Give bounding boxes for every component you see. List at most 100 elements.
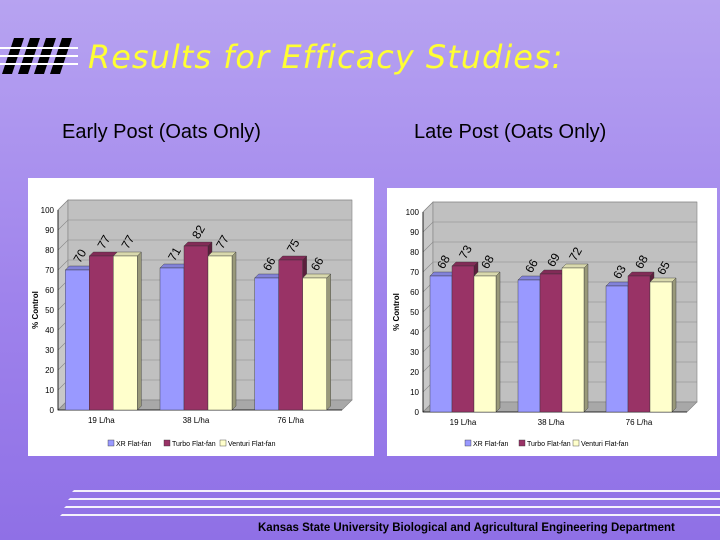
gridline	[422, 201, 697, 213]
bar-data-label: 68	[478, 252, 497, 271]
y-tick-label: 80	[410, 248, 419, 257]
slide-title: Results for Efficacy Studies:	[88, 38, 564, 76]
legend-swatch	[219, 439, 227, 447]
gridline	[422, 261, 697, 273]
x-tick-label: 76 L/ha	[626, 418, 653, 427]
bar-data-label: 71	[165, 244, 184, 263]
bar-top	[88, 251, 118, 257]
legend-swatch	[163, 439, 171, 447]
y-tick-label: 30	[45, 346, 54, 355]
y-tick-label: 10	[410, 388, 419, 397]
bar-data-label: 66	[308, 254, 327, 273]
gridline	[57, 259, 352, 271]
bar	[605, 285, 629, 413]
bar-data-label: 66	[522, 256, 541, 275]
y-tick-label: 60	[45, 286, 54, 295]
bar-data-label: 77	[213, 232, 232, 251]
bar	[539, 273, 563, 413]
bar-data-label: 72	[566, 244, 585, 263]
x-tick-label: 38 L/ha	[538, 418, 565, 427]
bar	[65, 269, 90, 411]
legend-label: Turbo Flat-fan	[172, 441, 216, 448]
bar-top	[302, 273, 332, 279]
bar-side	[137, 251, 142, 411]
footer-stripes-decoration	[60, 490, 720, 516]
y-tick-label: 40	[45, 326, 54, 335]
gridline	[422, 221, 697, 233]
gridline	[57, 219, 352, 231]
bar	[517, 279, 541, 413]
bar	[451, 265, 475, 413]
bar-side	[671, 277, 677, 413]
y-tick-label: 0	[415, 408, 420, 417]
bar-top	[649, 277, 677, 283]
bar	[302, 277, 327, 411]
bar	[561, 267, 585, 413]
kstate-stripes-logo	[0, 38, 78, 74]
bar-top	[561, 263, 589, 269]
y-axis-label: % Control	[31, 291, 40, 329]
bar	[113, 255, 138, 411]
bar-top	[183, 241, 213, 247]
x-tick-label: 38 L/ha	[183, 416, 210, 425]
bar-top	[207, 251, 237, 257]
bar-data-label: 68	[632, 252, 651, 271]
bar-side	[495, 271, 501, 413]
bar-data-label: 65	[654, 258, 673, 277]
y-tick-label: 20	[410, 368, 419, 377]
x-tick-label: 76 L/ha	[277, 416, 304, 425]
bar	[183, 245, 209, 411]
chart-early-post-svg: 0 10 20 30 40 50 60 70 80 90 100 % Control 70 77 77 19 …	[31, 199, 353, 448]
legend-label: Venturi Flat-fan	[228, 441, 276, 448]
chart-early-post: 0 10 20 30 40 50 60 70 80 90 100 % Control 70 77 77 19 …	[28, 178, 374, 456]
bar	[429, 275, 453, 413]
gridline	[57, 199, 352, 211]
bar-data-label: 66	[260, 254, 279, 273]
y-tick-label: 50	[45, 306, 54, 315]
bar-top	[112, 251, 142, 257]
bar-data-label: 82	[189, 222, 208, 241]
chart-title-late-post: Late Post (Oats Only)	[414, 121, 607, 143]
chart-late-post: 0 10 20 30 40 50 60 70 80 90 100% Control 68 73 68 19 …	[387, 188, 717, 456]
bar-side	[583, 263, 589, 413]
y-tick-label: 40	[410, 328, 419, 337]
legend-swatch	[464, 439, 472, 447]
gridline	[57, 239, 352, 251]
y-tick-label: 90	[410, 228, 419, 237]
legend-label: XR Flat-fan	[473, 441, 509, 448]
y-tick-label: 60	[410, 288, 419, 297]
y-tick-label: 70	[45, 266, 54, 275]
y-tick-label: 30	[410, 348, 419, 357]
bar-data-label: 68	[434, 252, 453, 271]
bar	[254, 277, 279, 411]
bar-side	[231, 251, 237, 411]
legend-label: Venturi Flat-fan	[581, 441, 629, 448]
bar	[207, 255, 233, 411]
bar-top	[254, 273, 284, 279]
bar-data-label: 73	[456, 242, 475, 261]
bar	[649, 281, 673, 413]
y-tick-label: 80	[45, 246, 54, 255]
bar-top	[278, 255, 308, 261]
legend-swatch	[572, 439, 580, 447]
bar	[627, 275, 651, 413]
y-tick-label: 70	[410, 268, 419, 277]
y-axis-label: % Control	[392, 293, 401, 331]
x-tick-label: 19 L/ha	[450, 418, 477, 427]
bar	[89, 255, 114, 411]
bar-data-label: 69	[544, 250, 563, 269]
x-tick-label: 19 L/ha	[88, 416, 115, 425]
footer-text: Kansas State University Biological and A…	[258, 522, 675, 534]
bar-data-label: 70	[70, 246, 89, 265]
bar-data-label: 77	[118, 232, 137, 251]
legend-label: XR Flat-fan	[116, 441, 152, 448]
y-tick-label: 10	[45, 386, 54, 395]
bar	[159, 267, 185, 411]
legend-label: Turbo Flat-fan	[527, 441, 571, 448]
bar	[278, 259, 303, 411]
bar-top	[473, 271, 501, 277]
legend-swatch	[107, 439, 115, 447]
y-tick-label: 100	[41, 206, 55, 215]
bar-data-label: 63	[610, 262, 629, 281]
